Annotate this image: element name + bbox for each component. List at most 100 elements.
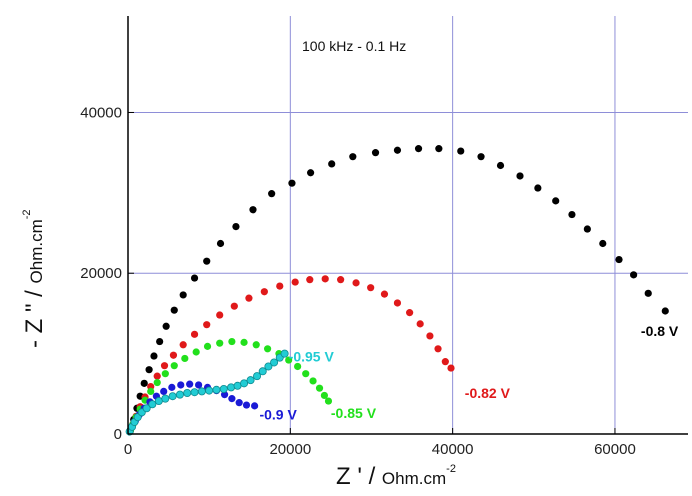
data-point	[216, 311, 224, 319]
data-point	[441, 358, 449, 366]
data-point	[145, 366, 153, 374]
data-point	[599, 239, 607, 248]
data-point	[240, 379, 249, 388]
axis-ticks: 0 20000 40000 60000 0 20000 40000	[80, 104, 636, 458]
data-point	[219, 384, 228, 393]
data-point	[615, 255, 623, 264]
data-point	[324, 397, 333, 405]
data-point	[302, 370, 310, 378]
frequency-annotation: 100 kHz - 0.1 Hz	[302, 38, 406, 54]
data-point	[416, 320, 424, 328]
data-point	[242, 401, 251, 409]
data-point	[280, 349, 289, 358]
data-point	[258, 367, 267, 376]
x-tick-label: 40000	[432, 441, 474, 458]
data-point	[156, 337, 164, 346]
y-axis-title-main: - Z " /	[21, 283, 48, 348]
data-point	[321, 275, 329, 283]
data-point	[337, 276, 345, 284]
data-point	[306, 276, 314, 284]
x-tick-label: 60000	[594, 441, 636, 458]
data-point	[457, 147, 465, 155]
series-label: -0.85 V	[331, 405, 377, 421]
data-point	[160, 362, 169, 370]
data-point	[205, 386, 214, 395]
data-point	[148, 400, 157, 409]
data-point	[630, 271, 638, 279]
data-point	[153, 372, 161, 380]
data-point	[175, 390, 184, 399]
data-point	[170, 306, 178, 314]
data-point	[160, 387, 168, 395]
data-point	[203, 342, 212, 350]
data-point	[169, 351, 178, 359]
gridlines	[128, 16, 688, 434]
y-tick-label: 0	[114, 426, 122, 443]
data-point	[203, 257, 211, 265]
data-point	[181, 354, 189, 363]
series-label: -0.95 V	[289, 349, 335, 365]
data-point	[249, 206, 257, 214]
data-point	[227, 383, 236, 392]
data-point	[294, 362, 302, 371]
data-point	[352, 279, 360, 287]
data-point	[147, 387, 155, 395]
data-point	[447, 364, 455, 372]
data-point	[232, 223, 240, 231]
data-point	[349, 153, 357, 161]
data-point	[190, 274, 199, 282]
series-label: -0.8 V	[641, 323, 679, 339]
data-point	[162, 322, 170, 330]
data-point	[212, 385, 221, 394]
data-point	[190, 388, 199, 397]
data-point	[264, 362, 273, 371]
y-tick-label: 40000	[80, 104, 122, 121]
data-point	[240, 338, 248, 346]
y-tick-label: 20000	[80, 265, 122, 282]
data-point	[140, 379, 148, 387]
data-point	[426, 332, 434, 340]
x-axis-title: Z ' / Ohm.cm-2	[336, 463, 456, 490]
data-point	[534, 184, 542, 192]
data-point	[179, 341, 187, 349]
series-layer: -0.8 V -0.82 V -0.85 V -0.9 V -0.95 V	[125, 145, 679, 436]
data-point	[328, 160, 336, 168]
data-point	[393, 146, 402, 154]
x-axis-title-main: Z ' /	[336, 463, 382, 490]
data-point	[307, 169, 315, 177]
y-axis-title-exp: -2	[21, 209, 33, 219]
data-point	[230, 302, 238, 310]
data-point	[367, 284, 375, 292]
data-point	[192, 348, 200, 356]
data-point	[183, 389, 192, 398]
data-point	[246, 376, 255, 385]
data-point	[268, 190, 276, 198]
x-tick-label: 0	[124, 441, 132, 458]
data-point	[161, 394, 170, 403]
data-point	[253, 372, 262, 381]
series-label: -0.82 V	[465, 385, 511, 401]
data-point	[496, 161, 505, 170]
data-point	[285, 356, 293, 364]
y-axis-title: - Z " / Ohm.cm-2	[21, 209, 48, 348]
data-point	[161, 370, 169, 378]
data-point	[203, 321, 211, 329]
data-point	[276, 282, 284, 290]
data-point	[320, 391, 329, 400]
data-point	[414, 145, 423, 153]
data-point	[195, 381, 203, 389]
data-point	[245, 294, 253, 302]
data-point	[371, 149, 380, 157]
data-point	[168, 383, 176, 391]
data-point	[263, 345, 272, 353]
data-point	[644, 289, 652, 297]
data-point	[190, 330, 199, 338]
data-point	[186, 380, 194, 388]
data-point	[153, 378, 161, 387]
data-point	[170, 362, 178, 370]
data-point	[270, 358, 279, 367]
x-axis-title-exp: -2	[446, 463, 456, 475]
data-point	[291, 278, 299, 286]
data-point	[568, 210, 576, 219]
